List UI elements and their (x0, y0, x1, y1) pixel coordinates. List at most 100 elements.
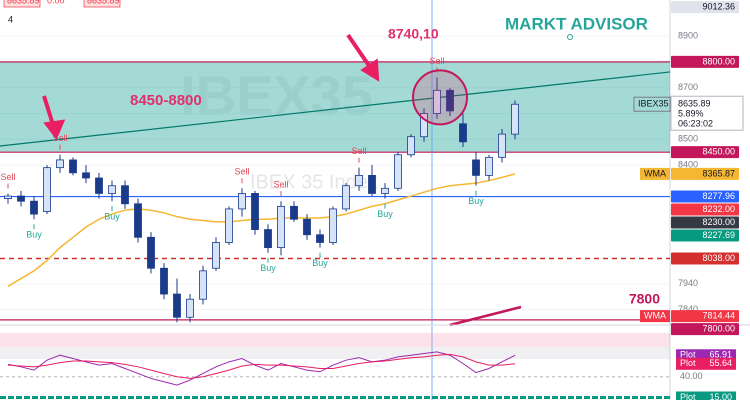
candle-body (511, 103, 519, 135)
price-tag (671, 252, 739, 265)
candle-body (56, 159, 64, 169)
signal-label: Sell (52, 133, 67, 143)
price-tag-label: 8230.00 (702, 217, 735, 227)
candle-body (238, 193, 246, 210)
price-tag-label: 8038.00 (702, 253, 735, 263)
price-tag (671, 203, 739, 216)
price-tag (671, 167, 739, 180)
header-box (83, 0, 121, 8)
tag-name-bg (640, 310, 670, 323)
price-tag (671, 216, 739, 229)
current-change: 5.89% (678, 109, 704, 119)
zone-label: 8450-8800 (130, 92, 202, 109)
price-tag (671, 55, 739, 68)
peak-ring (412, 69, 468, 126)
candle-body (173, 293, 181, 318)
price-tag (671, 310, 739, 323)
current-symbol: IBEX35 (638, 99, 669, 109)
rsi-level-label: 15.00 (709, 392, 732, 400)
signal-label: Buy (377, 209, 393, 219)
price-tag (671, 1, 739, 14)
support-label: 7800 (629, 291, 660, 307)
candle-body (355, 174, 363, 187)
candle-body (160, 267, 168, 295)
y-tick-label: 7940 (678, 278, 698, 288)
candle-body (290, 205, 298, 220)
candle-body (212, 242, 220, 269)
brand: MARKT ADVISOR (505, 14, 648, 33)
symbol-box (633, 96, 671, 112)
price-tag-label: 8277.96 (702, 191, 735, 201)
tag-name: WMA (644, 310, 666, 320)
signal-label: Buy (104, 212, 120, 222)
rsi-tag-value: 65.91 (709, 350, 732, 360)
current-box (670, 95, 744, 131)
rsi-level-tag (676, 391, 736, 400)
candle-body (108, 185, 116, 194)
signal-label: Buy (312, 258, 328, 268)
price-tag-label: 8800.00 (702, 56, 735, 66)
candle-body (394, 154, 402, 189)
signal-label: Sell (0, 172, 15, 182)
candle-body (95, 177, 103, 194)
arrow (346, 33, 380, 82)
candle-body (264, 229, 272, 249)
brand-dot (567, 34, 573, 40)
current-price: 8635.89 (678, 99, 711, 109)
candle-body (329, 208, 337, 243)
rsi-tag-name: Plot (680, 358, 696, 368)
candle-body (407, 136, 415, 156)
rsi-line (7, 351, 516, 386)
candle-body (43, 167, 51, 212)
rsi-band (0, 333, 670, 347)
candle-body (368, 174, 376, 194)
rsi-tick-label: 40.00 (680, 371, 703, 381)
candle-body (82, 172, 90, 179)
tag-name: WMA (644, 168, 666, 178)
y-tick-label: 8700 (678, 82, 698, 92)
rsi-tag (676, 357, 736, 370)
price-tag-label: 7814.44 (702, 310, 735, 320)
price-tag (671, 190, 739, 203)
header-box (3, 0, 41, 8)
y-tick-label: 8900 (678, 30, 698, 40)
candle-body (17, 195, 25, 202)
candle-body (199, 270, 207, 300)
candle-body (472, 159, 480, 176)
candle-body (316, 234, 324, 243)
signal-label: Buy (260, 263, 276, 273)
signal-label: Sell (351, 146, 366, 156)
candle-body (485, 156, 493, 176)
candle-body (459, 123, 467, 143)
rsi-band (0, 347, 670, 359)
price-tag-label: 7800.00 (702, 323, 735, 333)
y-tick-label: 7840 (678, 304, 698, 314)
candle-body (251, 193, 259, 230)
rsi-tag-name: Plot (680, 350, 696, 360)
signal-label: Sell (234, 167, 249, 177)
rsi-tag-value: 55.64 (709, 358, 732, 368)
signal-label: Buy (26, 230, 42, 240)
candle-body (186, 298, 194, 318)
candle-body (433, 89, 441, 114)
price-tag (671, 229, 739, 242)
signal-label: Sell (429, 56, 444, 66)
candle-body (134, 203, 142, 238)
candle-body (381, 187, 389, 194)
price-tag (671, 146, 739, 159)
signal-label: Buy (468, 196, 484, 206)
price-tag-label: 8450.00 (702, 147, 735, 157)
tag-name-bg (640, 167, 670, 180)
candle-body (277, 205, 285, 249)
candle-body (147, 236, 155, 269)
price-tag-label: 8227.69 (702, 230, 735, 240)
price-tag-label: 8365.87 (702, 168, 735, 178)
candle-body (303, 218, 311, 236)
candle-body (30, 200, 38, 215)
candle-body (420, 113, 428, 138)
wma-line (7, 173, 516, 287)
peak-label: 8740,10 (388, 26, 439, 42)
arrow (42, 95, 66, 140)
support-ray (449, 305, 522, 327)
